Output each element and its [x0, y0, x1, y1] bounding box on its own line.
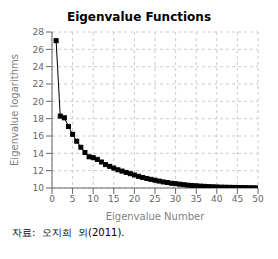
- svg-text:40: 40: [211, 194, 223, 204]
- svg-text:10: 10: [87, 194, 99, 204]
- svg-text:20: 20: [33, 97, 45, 107]
- svg-text:5: 5: [70, 194, 76, 204]
- svg-text:45: 45: [232, 194, 243, 204]
- svg-text:35: 35: [190, 194, 201, 204]
- svg-text:0: 0: [49, 194, 55, 204]
- svg-text:50: 50: [252, 194, 264, 204]
- svg-text:18: 18: [33, 114, 45, 124]
- svg-text:24: 24: [33, 62, 45, 72]
- svg-text:12: 12: [33, 166, 44, 176]
- svg-text:30: 30: [170, 194, 182, 204]
- html-text:자료: 오지희 외(2011).: 자료: 오지희 외(2011).: [12, 227, 125, 238]
- svg-text:20: 20: [129, 194, 141, 204]
- svg-text:Eigenvalue logarithms: Eigenvalue logarithms: [9, 54, 20, 166]
- svg-text:15: 15: [108, 194, 119, 204]
- svg-text:28: 28: [33, 27, 45, 37]
- html-text:Eigenvalue Functions: Eigenvalue Functions: [67, 10, 211, 24]
- svg-text:22: 22: [33, 79, 44, 89]
- svg-text:26: 26: [33, 45, 45, 55]
- svg-text:Eigenvalue Number: Eigenvalue Number: [106, 211, 205, 222]
- svg-text:25: 25: [149, 194, 160, 204]
- svg-text:14: 14: [33, 149, 45, 159]
- svg-text:10: 10: [33, 183, 45, 193]
- svg-text:16: 16: [33, 131, 45, 141]
